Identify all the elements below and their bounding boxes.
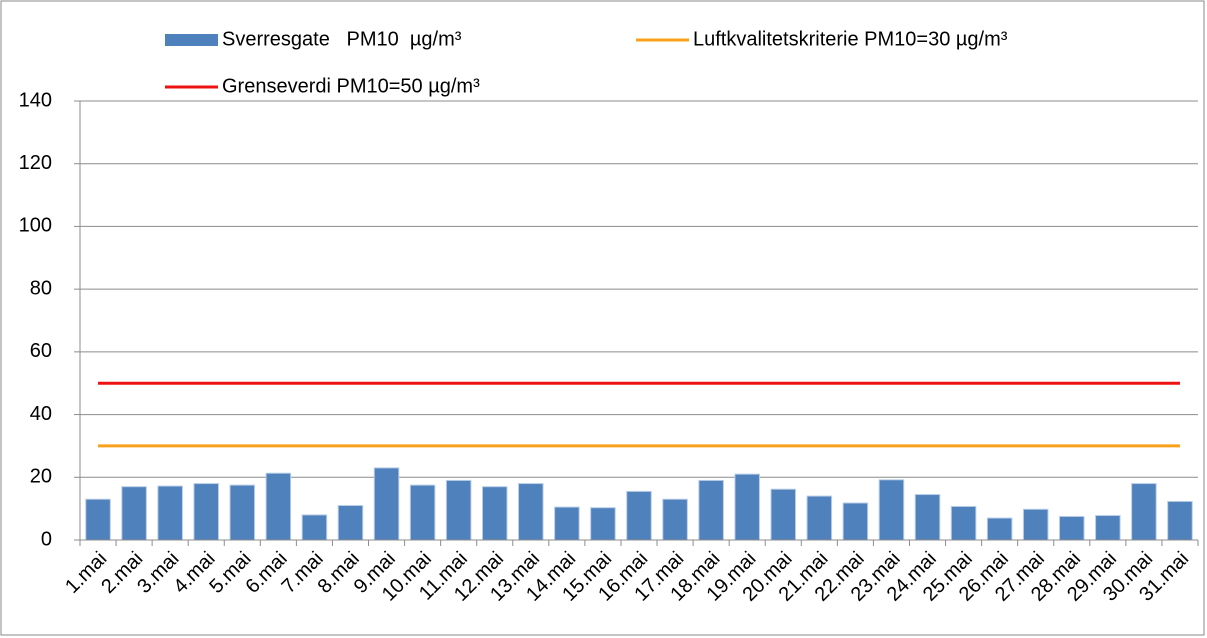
bar [121, 486, 147, 541]
bar [590, 507, 616, 541]
legend-label: Luftkvalitetskriterie PM10=30 µg/m³ [693, 28, 1008, 50]
bar [518, 483, 544, 541]
bar [662, 498, 688, 541]
bar [914, 494, 941, 541]
bar [1022, 508, 1049, 541]
y-tick-label: 40 [30, 403, 52, 425]
bar [409, 484, 436, 541]
bar [986, 517, 1013, 541]
bar [1131, 483, 1157, 541]
legend-label: Grenseverdi PM10=50 µg/m³ [222, 75, 480, 97]
bar [85, 498, 111, 541]
bar [337, 505, 364, 541]
y-tick-label: 100 [19, 215, 52, 237]
bar [878, 479, 905, 541]
bar [842, 502, 869, 541]
bar [1167, 500, 1193, 541]
bar [770, 488, 797, 541]
bar [445, 479, 472, 541]
bar [950, 505, 977, 541]
bar [734, 473, 760, 541]
bar [626, 490, 652, 541]
bar [265, 472, 292, 541]
bar [229, 484, 256, 541]
bar [373, 467, 400, 541]
y-tick-label: 120 [19, 152, 52, 174]
legend-label: Sverresgate PM10 µg/m³ [222, 28, 462, 50]
y-tick-label: 20 [30, 466, 52, 488]
y-tick-label: 60 [30, 340, 52, 362]
bar [301, 514, 328, 541]
bar [554, 506, 580, 541]
bar [157, 485, 183, 541]
bar [1095, 515, 1121, 541]
bar [806, 495, 833, 541]
y-tick-label: 140 [19, 89, 52, 111]
bar [1059, 515, 1085, 541]
bar [698, 479, 724, 541]
y-tick-label: 0 [41, 528, 52, 550]
y-tick-label: 80 [30, 277, 52, 299]
bar [481, 486, 508, 541]
legend-swatch [165, 34, 218, 46]
bar [193, 483, 219, 541]
